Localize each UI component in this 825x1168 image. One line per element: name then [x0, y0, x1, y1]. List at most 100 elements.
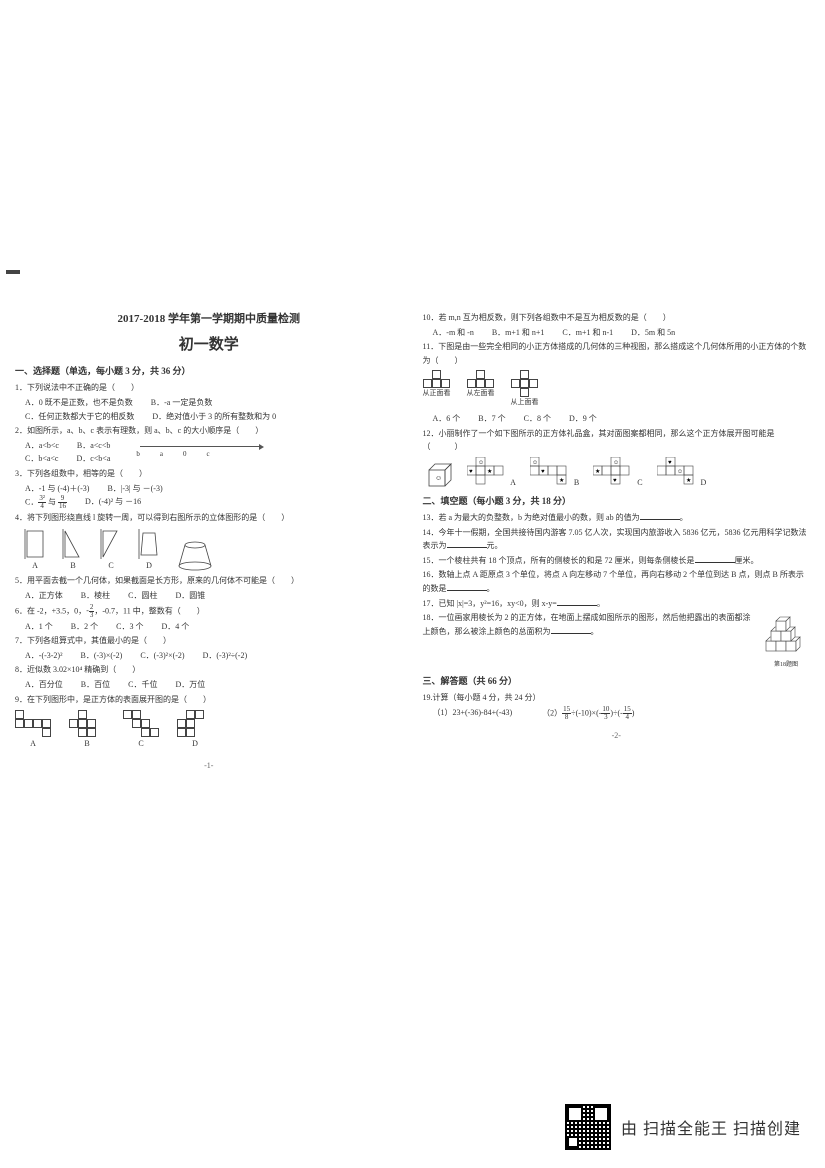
q1-C: C．任何正数都大于它的相反数 [25, 410, 134, 424]
q4-stem: 4．将下列图形绕直线 l 旋转一周，可以得到右图所示的立体图形的是（ ） [15, 511, 403, 525]
fill-header: 二、填空题（每小题 3 分，共 18 分） [423, 494, 811, 509]
q11-options: A．6 个 B．7 个 C．8 个 D．9 个 [433, 412, 811, 426]
q9-lbl-A: A [30, 739, 36, 748]
q5-C: C．圆柱 [128, 589, 157, 603]
q3-B: B．|-3| 与 －(-3) [107, 482, 162, 496]
front-view [423, 370, 451, 388]
q19-2: （2）158÷(-10)×(-103)÷(-154) [542, 706, 634, 721]
q8-D: D．万位 [175, 678, 205, 692]
svg-text:☺: ☺ [677, 469, 683, 475]
q6-D: D．4 个 [161, 620, 189, 634]
shape-b [61, 529, 85, 559]
q12-lbl-A: A [510, 478, 516, 487]
q10-D: D．5m 和 5n [631, 326, 675, 340]
q9-lbl-B: B [84, 739, 89, 748]
q7-B: B．(-3)×(-2) [81, 649, 123, 663]
q19-1: （1）23+(-36)-84+(-43) [433, 706, 513, 721]
q8-stem: 8．近似数 3.02×10⁴ 精确到（ ） [15, 663, 403, 677]
q5-A: A．正方体 [25, 589, 63, 603]
q11-views: 从正面看 从左面看 从上面看 [423, 370, 811, 409]
svg-text:♥: ♥ [469, 469, 473, 475]
q11-stem: 11．下图是由一些完全相同的小正方体搭成的几何体的三种视图，那么搭成这个几何体所… [423, 340, 811, 367]
q3-row2: C．3²4 与 916 D．(-4)² 与 －16 [25, 495, 403, 510]
q7-D: D．(-3)²÷(-2) [203, 649, 248, 663]
q11-D: D．9 个 [569, 412, 597, 426]
q11-B: B．7 个 [478, 412, 505, 426]
q1-options: A．0 既不是正数，也不是负数 B．-a 一定是负数 [25, 396, 403, 410]
q7-stem: 7．下列各组算式中，其值最小的是（ ） [15, 634, 403, 648]
q10-C: C．m+1 和 n-1 [562, 326, 613, 340]
q5-stem: 5．用平面去截一个几何体，如果截面是长方形，原来的几何体不可能是（ ） [15, 574, 403, 588]
page-right: 10．若 m,n 互为相反数，则下列各组数中不是互为相反数的是（ ） A．-m … [423, 310, 811, 772]
q12-stem: 12．小丽制作了一个如下图所示的正方体礼品盒，其对面图案都相同，那么这个正方体展… [423, 427, 811, 454]
q1-A: A．0 既不是正数，也不是负数 [25, 396, 133, 410]
q3-D: D．(-4)² 与 －16 [85, 495, 141, 510]
q8-A: A．百分位 [25, 678, 63, 692]
q6-B: B．2 个 [71, 620, 98, 634]
q2-stem: 2．如图所示，a、b、c 表示有理数，则 a、b、c 的大小顺序是（ ） [15, 424, 403, 438]
q4-lbl-C: C [108, 561, 113, 570]
nl-b: b [136, 449, 140, 461]
svg-text:☺: ☺ [435, 474, 442, 482]
footer-text: 由 扫描全能王 扫描创建 [621, 1115, 801, 1139]
q18-fig-label: 第18题图 [762, 660, 810, 670]
svg-text:☺: ☺ [478, 460, 484, 466]
q11-A: A．6 个 [433, 412, 461, 426]
svg-text:♥: ♥ [613, 478, 617, 484]
q19-items: （1）23+(-36)-84+(-43) （2）158÷(-10)×(-103)… [433, 706, 811, 721]
q6-options: A．1 个 B．2 个 C．3 个 D．4 个 [25, 620, 403, 634]
svg-text:★: ★ [595, 468, 600, 475]
svg-text:★: ★ [559, 477, 564, 484]
q5-B: B．棱柱 [81, 589, 110, 603]
q7-C: C．(-3)²×(-2) [140, 649, 184, 663]
net-12-d: ♥☺★ [657, 457, 699, 485]
q3-A: A．-1 与 (-4)＋(-3) [25, 482, 89, 496]
q1-options-2: C．任何正数都大于它的相反数 D．绝对值小于 3 的所有整数和为 0 [25, 410, 403, 424]
q9-lbl-C: C [138, 739, 143, 748]
net-d [177, 710, 213, 737]
q3-row1: A．-1 与 (-4)＋(-3) B．|-3| 与 －(-3) [25, 482, 403, 496]
q12-figures: ☺ ♥☺★ A ☺♥★ B ★☺♥ C ♥☺★ D [423, 457, 811, 490]
nl-0: 0 [183, 449, 187, 461]
q5-options: A．正方体 B．棱柱 C．圆柱 D．圆锥 [25, 589, 403, 603]
q10-B: B．m+1 和 n+1 [492, 326, 545, 340]
q9-stem: 9．在下列图形中，是正方体的表面展开图的是（ ） [15, 693, 403, 707]
page-number-2: -2- [423, 729, 811, 743]
q19-header: 19.计算（每小题 4 分，共 24 分） [423, 691, 811, 705]
scan-artifact [6, 270, 20, 274]
svg-text:★: ★ [686, 477, 691, 484]
q3-C: C．3²4 与 916 [25, 495, 67, 510]
svg-text:☺: ☺ [613, 460, 619, 466]
net-a [15, 710, 51, 737]
q8-options: A．百分位 B．百位 C．千位 D．万位 [25, 678, 403, 692]
q4-shapes: A B C D [23, 529, 403, 573]
q7-A: A．-(-3-2)² [25, 649, 63, 663]
q16: 16．数轴上点 A 距原点 3 个单位，将点 A 向左移动 7 个单位，再向右移… [423, 568, 811, 595]
q1-stem: 1．下列说法中不正确的是（ ） [15, 381, 403, 395]
cube-pyramid-icon [762, 611, 810, 655]
q15: 15．一个棱柱共有 18 个顶点，所有的侧棱长的和是 72 厘米，则每条侧棱长是… [423, 554, 811, 568]
page-left: 2017-2018 学年第一学期期中质量检测 初一数学 一、选择题（单选，每小题… [15, 310, 403, 772]
q12-lbl-B: B [574, 478, 579, 487]
net-12-a: ♥☺★ [467, 457, 509, 485]
q10-options: A．-m 和 -n B．m+1 和 n+1 C．m+1 和 n-1 D．5m 和… [433, 326, 811, 340]
exam-title: 2017-2018 学年第一学期期中质量检测 [15, 310, 403, 329]
q4-lbl-D: D [146, 561, 152, 570]
nl-a: a [160, 449, 163, 461]
q8-B: B．百位 [81, 678, 110, 692]
svg-text:☺: ☺ [532, 460, 538, 466]
q2-row2: C．b<a<c D．c<b<a [25, 452, 110, 466]
q12-lbl-D: D [701, 478, 707, 487]
page-number-1: -1- [15, 759, 403, 773]
qr-code-icon [565, 1104, 611, 1150]
svg-text:♥: ♥ [541, 469, 545, 475]
q13: 13．若 a 为最大的负整数，b 为绝对值最小的数，则 ab 的值为。 [423, 511, 811, 525]
q14: 14．今年十一假期，全国共接待国内游客 7.05 亿人次，实现国内旅游收入 58… [423, 526, 811, 553]
net-12-c: ★ ☺ ♥ [593, 457, 635, 485]
view-left-label: 从左面看 [467, 389, 495, 397]
scanner-footer: 由 扫描全能王 扫描创建 [565, 1104, 801, 1150]
q11-C: C．8 个 [524, 412, 551, 426]
q2-row1: A．a<b<c B．a<c<b [25, 439, 110, 453]
q7-options: A．-(-3-2)² B．(-3)×(-2) C．(-3)²×(-2) D．(-… [25, 649, 403, 663]
view-top-label: 从上面看 [511, 398, 539, 406]
